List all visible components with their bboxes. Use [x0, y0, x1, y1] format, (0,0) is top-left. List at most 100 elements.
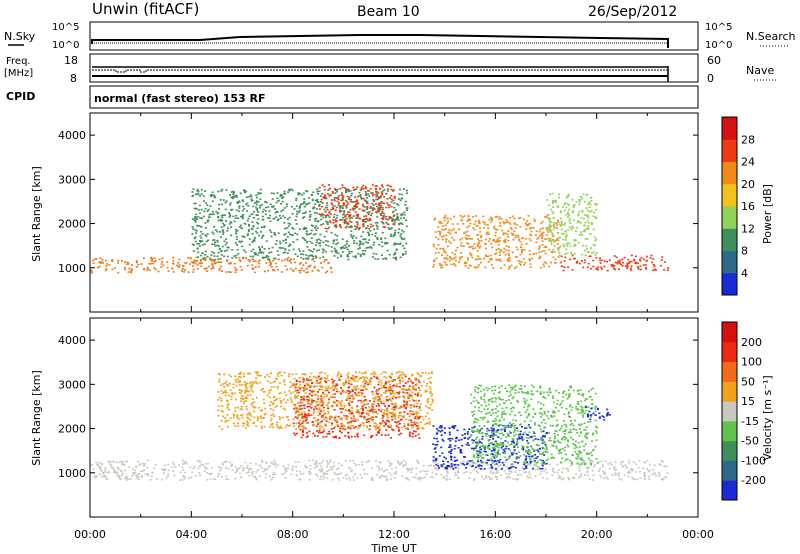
power-echo-1: [272, 205, 275, 207]
power-echo-1: [240, 227, 243, 229]
velocity-echo-2: [223, 373, 226, 376]
velocity-echo-1: [321, 404, 324, 406]
velocity-echo-0: [529, 463, 532, 466]
power-echo-3: [454, 259, 457, 262]
power-echo-1: [283, 207, 286, 209]
power-echo-1: [251, 228, 254, 231]
power-echo-1: [275, 239, 278, 242]
velocity-echo-0: [140, 476, 143, 478]
power-echo-3: [448, 259, 451, 262]
velocity-echo-2: [280, 427, 283, 429]
velocity-echo-0: [333, 471, 336, 474]
power-echo-3: [505, 245, 508, 247]
power-echo-5: [573, 205, 575, 207]
power-echo-3: [493, 227, 496, 230]
velocity-echo-3: [528, 455, 531, 458]
power-echo-1: [347, 211, 350, 213]
power-echo-1: [298, 228, 301, 230]
power-echo-1: [250, 227, 253, 230]
velocity-echo-1: [336, 405, 339, 407]
velocity-echo-1: [328, 391, 330, 394]
velocity-echo-0: [469, 471, 472, 474]
velocity-echo-2: [269, 372, 272, 374]
power-echo-3: [496, 239, 499, 242]
velocity-echo-1: [361, 413, 363, 415]
power-echo-5: [576, 227, 579, 229]
power-echo-0: [206, 270, 209, 272]
power-echo-3: [449, 256, 452, 258]
velocity-echo-0: [505, 472, 508, 475]
velocity-echo-1: [378, 387, 381, 390]
power-echo-5: [566, 245, 569, 247]
power-echo-5: [550, 243, 553, 246]
velocity-echo-2: [254, 380, 257, 383]
power-echo-3: [446, 258, 449, 261]
power-echo-5: [567, 208, 570, 211]
power-echo-4: [644, 264, 647, 266]
velocity-echo-2: [399, 406, 402, 409]
power-echo-1: [315, 241, 318, 243]
velocity-echo-0: [618, 475, 620, 477]
power-echo-5: [586, 251, 589, 253]
power-echo-5: [583, 230, 586, 233]
velocity-echo-0: [414, 476, 417, 479]
nave-trace: [92, 69, 668, 73]
velocity-echo-2: [351, 378, 354, 381]
velocity-echo-0: [286, 467, 289, 470]
power-echo-1: [241, 216, 244, 218]
velocity-echo-2: [382, 371, 385, 373]
power-echo-0: [150, 263, 152, 265]
power-echo-1: [365, 192, 368, 195]
power-echo-0: [124, 261, 126, 263]
velocity-echo-0: [606, 478, 609, 480]
power-echo-5: [589, 203, 592, 206]
velocity-echo-1: [376, 392, 379, 395]
power-echo-1: [398, 223, 401, 225]
power-echo-2: [392, 218, 395, 221]
velocity-echo-2: [279, 402, 282, 404]
velocity-echo-0: [541, 477, 544, 479]
velocity-echo-2: [358, 371, 361, 374]
velocity-echo-2: [287, 425, 290, 427]
velocity-echo-2: [429, 376, 432, 379]
velocity-echo-0: [634, 471, 637, 473]
velocity-echo-1: [294, 434, 297, 436]
power-echo-1: [290, 188, 293, 191]
power-echo-1: [229, 215, 232, 217]
velocity-echo-2: [400, 376, 403, 379]
power-echo-1: [330, 208, 333, 211]
power-echo-1: [217, 208, 220, 210]
power-echo-2: [339, 224, 342, 226]
power-echo-1: [382, 215, 385, 217]
power-echo-1: [362, 231, 365, 233]
velocity-echo-0: [333, 464, 335, 467]
power-echo-1: [265, 240, 268, 242]
power-echo-3: [467, 259, 469, 261]
velocity-echo-2: [408, 395, 411, 398]
power-echo-0: [130, 264, 133, 266]
velocity-echo-0: [406, 467, 408, 470]
power-echo-3: [520, 251, 523, 254]
velocity-echo-0: [361, 461, 364, 463]
power-echo-5: [568, 226, 571, 229]
velocity-echo-0: [371, 477, 374, 479]
power-echo-2: [352, 189, 355, 191]
power-echo-1: [224, 208, 227, 211]
velocity-echo-2: [397, 377, 399, 380]
power-echo-2: [369, 226, 372, 228]
velocity-echo-2: [381, 417, 384, 419]
velocity-echo-2: [419, 421, 422, 424]
velocity-echo-2: [227, 419, 230, 422]
velocity-echo-3: [472, 426, 475, 429]
velocity-echo-2: [340, 417, 343, 419]
velocity-echo-2: [297, 395, 299, 397]
power-echo-1: [287, 231, 290, 234]
power-echo-1: [335, 252, 338, 254]
velocity-echo-1: [356, 432, 359, 435]
velocity-echo-2: [370, 419, 373, 421]
power-echo-1: [315, 250, 318, 252]
velocity-echo-2: [293, 383, 296, 386]
power-echo-1: [353, 225, 356, 228]
power-echo-1: [261, 256, 264, 259]
power-echo-0: [193, 259, 196, 261]
